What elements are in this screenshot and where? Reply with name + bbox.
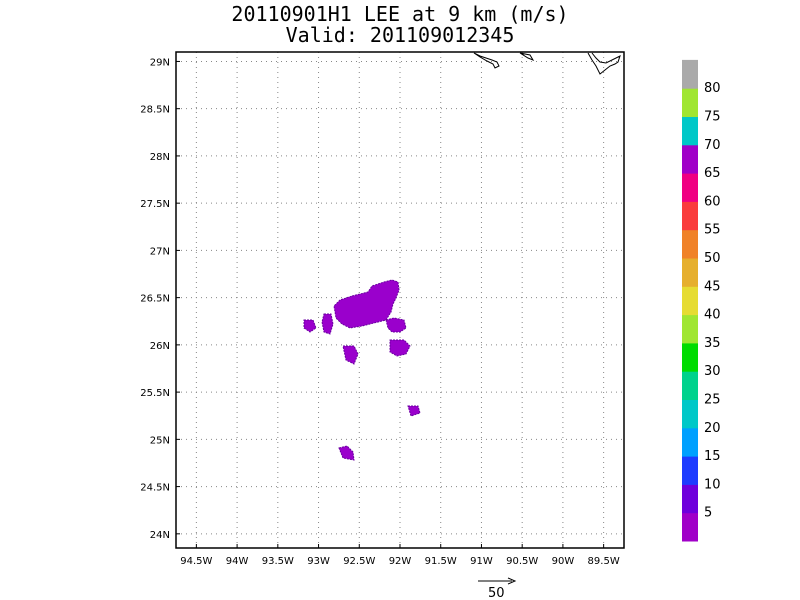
colorbar-label: 65 [704,166,721,181]
wind-patch-east [385,317,407,333]
map-frame [175,51,625,549]
lon-tick-label: 93.5W [262,556,294,567]
colorbar-swatch [682,314,698,344]
lat-tick-label: 27.5N [140,199,170,210]
colorbar-label: 35 [704,336,721,351]
lat-tick-label: 29N [150,57,170,68]
vector-key-label: 50 [488,586,505,600]
colorbar-swatch [682,342,698,372]
colorbar-swatch [682,286,698,316]
colorbar-swatch [682,88,698,117]
colorbar-swatch [682,512,698,542]
colorbar-label: 10 [704,477,721,492]
chart-title: 20110901H1 LEE at 9 km (m/s) [231,2,569,26]
vector-key: 50 [478,577,517,600]
lat-tick-label: 26.5N [140,294,170,305]
colorbar-label: 5 [704,506,712,521]
colorbar-label: 55 [704,223,721,238]
colorbar: 5 10 15 20 25 30 35 40 45 50 55 60 65 70 75 80 [682,59,721,542]
wind-patch-far-south [338,445,355,461]
valid-time-subtitle: Valid: 201109012345 [285,23,515,47]
colorbar-label: 40 [704,308,721,323]
lon-tick-label: 91.5W [425,556,457,567]
colorbar-label: 50 [704,251,721,266]
vector-key-arrowhead [507,577,517,585]
lat-tick-label: 24.5N [140,483,170,494]
colorbar-label: 30 [704,364,721,379]
colorbar-label: 70 [704,138,721,153]
coastline-east [473,52,621,75]
lon-tick-label: 93W [307,556,330,567]
lon-tick-label: 94W [226,556,249,567]
lat-tick-label: 28.5N [140,105,170,116]
latitude-labels: 29N 28.5N 28N 27.5N 27N 26.5N 26N 25.5N 25N 24.5N… [140,57,170,540]
wind-patch-west [303,319,317,333]
lat-tick-label: 28N [150,152,170,163]
colorbar-swatch [682,427,698,457]
colorbar-swatch [682,258,698,287]
colorbar-swatch [682,371,698,400]
colorbar-swatch [682,201,698,231]
lon-tick-label: 94.5W [180,556,212,567]
lat-tick-label: 25N [150,435,170,446]
coastline [473,52,621,75]
colorbar-label: 75 [704,110,721,125]
wind-speed-patches [303,279,421,461]
wind-patch-southeast [389,339,411,357]
lon-tick-label: 90W [552,556,575,567]
lon-tick-label: 89.5W [588,556,620,567]
colorbar-swatch [682,116,698,146]
wind-patch-south [342,345,359,365]
lat-tick-label: 26N [150,341,170,352]
colorbar-swatch [682,229,698,259]
lat-tick-label: 25.5N [140,388,170,399]
colorbar-label: 60 [704,194,721,209]
wind-patch-far-southeast [407,405,421,417]
colorbar-label: 15 [704,449,721,464]
grid-lines [176,52,624,548]
wind-patch-west2 [321,313,334,335]
lon-tick-label: 90.5W [506,556,538,567]
lat-tick-label: 27N [150,246,170,257]
colorbar-swatch [682,399,698,429]
colorbar-swatch [682,484,698,514]
lon-tick-label: 91W [470,556,493,567]
colorbar-swatch [682,59,698,89]
lat-tick-label: 24N [150,530,170,541]
colorbar-label: 25 [704,393,721,408]
colorbar-label: 45 [704,279,721,294]
lon-tick-label: 92.5W [343,556,375,567]
colorbar-swatch [682,456,698,485]
colorbar-label: 20 [704,421,721,436]
colorbar-swatch [682,144,698,174]
colorbar-label: 80 [704,81,721,96]
colorbar-swatch [682,173,698,202]
longitude-labels: 94.5W 94W 93.5W 93W 92.5W 92W 91.5W 91W 90.5W 90W… [180,556,620,567]
lon-tick-label: 92W [389,556,412,567]
